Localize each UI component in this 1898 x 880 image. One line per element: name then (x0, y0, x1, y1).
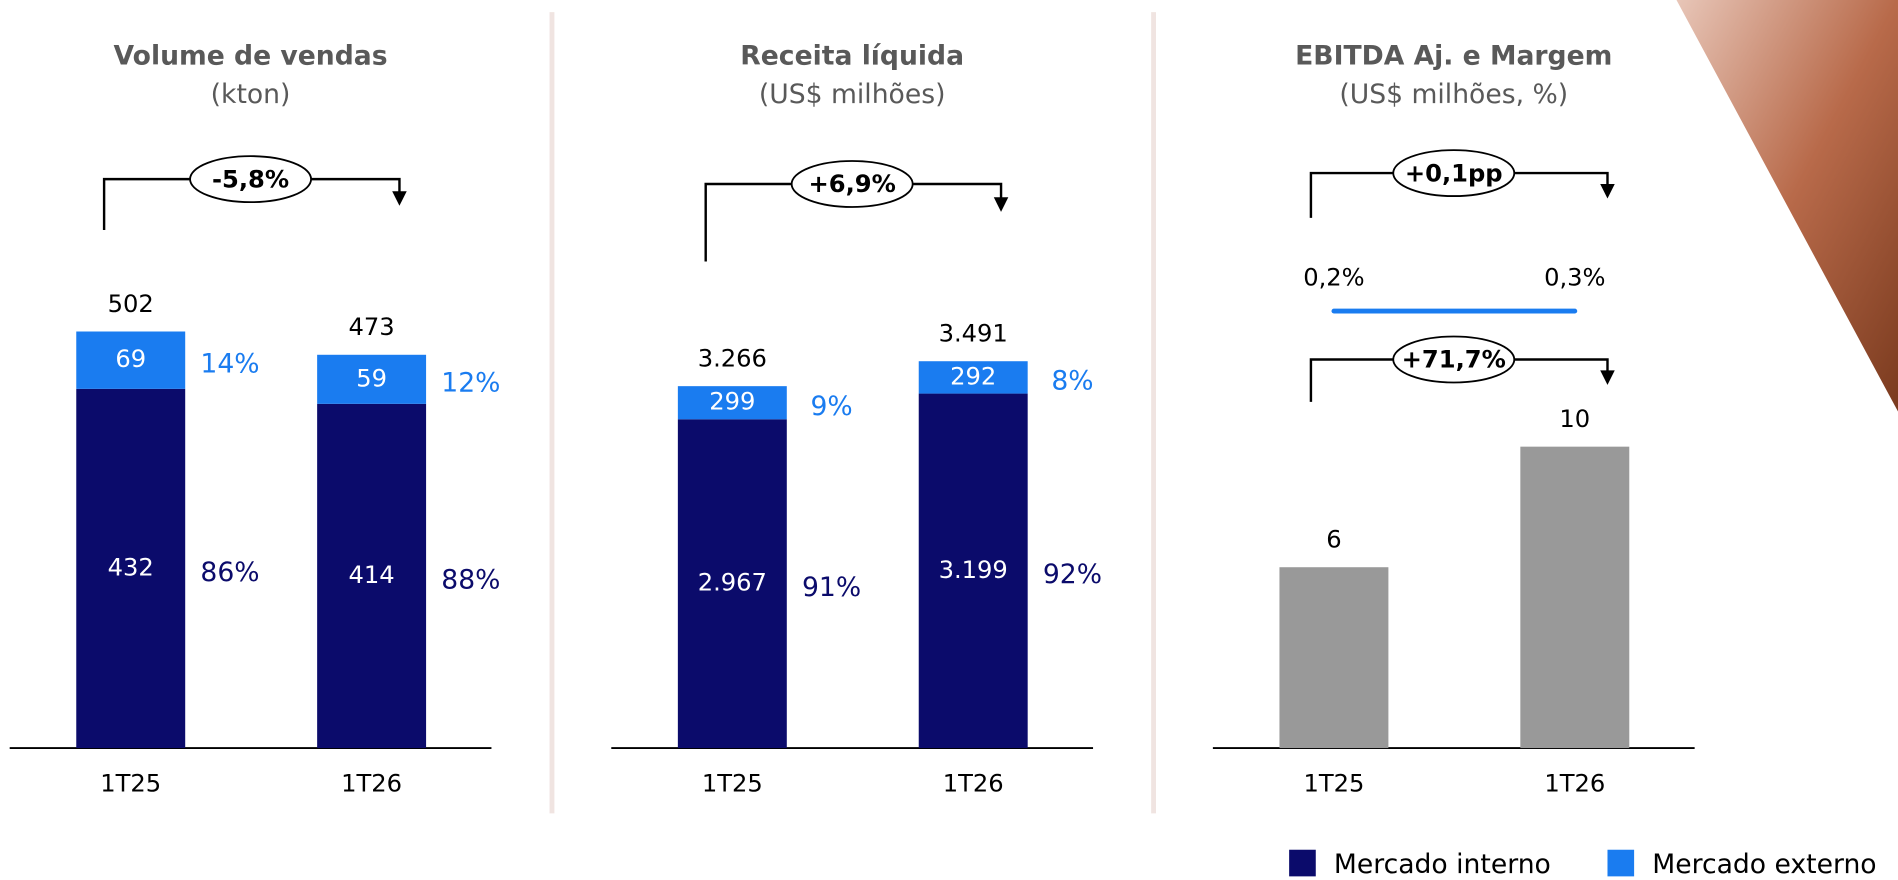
annotation-label: -5,8% (212, 165, 289, 193)
chart-subtitle: (kton) (211, 79, 291, 110)
share-label: 12% (441, 368, 500, 399)
legend-swatch (1289, 849, 1316, 877)
x-tick-label: 1T26 (943, 769, 1004, 797)
annotation-bubble (790, 160, 914, 208)
annotation-label: +6,9% (808, 170, 895, 198)
share-label: 8% (1051, 366, 1093, 397)
total-label: 3.266 (698, 345, 767, 373)
bar-value-label: 6 (1326, 526, 1341, 554)
bar-value-label: 414 (349, 561, 395, 589)
legend-label: Mercado externo (1652, 849, 1876, 880)
bar-segment (918, 393, 1028, 749)
bar-segment (317, 403, 427, 749)
chart-title: Volume de vendas (114, 40, 388, 71)
annotation-bubble (1392, 149, 1516, 198)
bar-segment (76, 331, 186, 389)
legend-swatch (1607, 849, 1635, 877)
bar-segment (918, 361, 1028, 394)
annotation-arrow (1600, 370, 1615, 385)
bar-value-label: 10 (1559, 405, 1590, 433)
total-label: 473 (349, 313, 395, 341)
bar-value-label: 59 (356, 364, 387, 392)
x-tick-label: 1T26 (1544, 769, 1605, 797)
share-label: 92% (1043, 559, 1102, 590)
chart-subtitle: (US$ milhões, %) (1339, 79, 1568, 110)
bar-value-label: 3.199 (939, 556, 1008, 584)
legend: Mercado interno Mercado externo (1289, 849, 1877, 880)
x-tick-label: 1T25 (100, 769, 161, 797)
annotation-bubble (189, 155, 312, 204)
total-label: 502 (108, 290, 154, 318)
bar-segment (317, 354, 427, 404)
share-label: 86% (200, 557, 259, 588)
share-label: 91% (802, 572, 861, 603)
margin-label: 0,3% (1544, 263, 1605, 291)
annotation-label: +71,7% (1402, 346, 1506, 374)
bar-value-label: 299 (709, 388, 755, 416)
bar-value-label: 432 (108, 553, 154, 581)
chart-subtitle: (US$ milhões) (759, 79, 946, 110)
x-tick-label: 1T25 (1303, 769, 1364, 797)
chart-title: Receita líquida (740, 40, 964, 71)
annotation-arrow (392, 191, 407, 206)
bar (1279, 567, 1389, 749)
x-tick-label: 1T26 (341, 769, 402, 797)
annotation-bubble (1392, 335, 1516, 384)
bar-value-label: 292 (950, 362, 996, 390)
annotation-arrow (993, 197, 1009, 212)
bar-value-label: 2.967 (698, 569, 767, 597)
share-label: 14% (200, 349, 259, 380)
bar (1520, 446, 1630, 749)
legend-label: Mercado interno (1334, 849, 1551, 880)
decorative-image (1676, 0, 1898, 412)
margin-label: 0,2% (1303, 263, 1364, 291)
bar-segment (677, 419, 787, 749)
total-label: 3.491 (939, 320, 1008, 348)
bar-segment (677, 386, 787, 420)
bar-value-label: 69 (115, 345, 146, 373)
chart-title: EBITDA Aj. e Margem (1295, 40, 1612, 71)
bar-segment (76, 388, 186, 749)
share-label: 88% (441, 564, 500, 595)
annotation-arrow (1600, 183, 1615, 199)
annotation-label: +0,1pp (1405, 159, 1503, 187)
share-label: 9% (810, 391, 852, 422)
x-tick-label: 1T25 (702, 769, 763, 797)
